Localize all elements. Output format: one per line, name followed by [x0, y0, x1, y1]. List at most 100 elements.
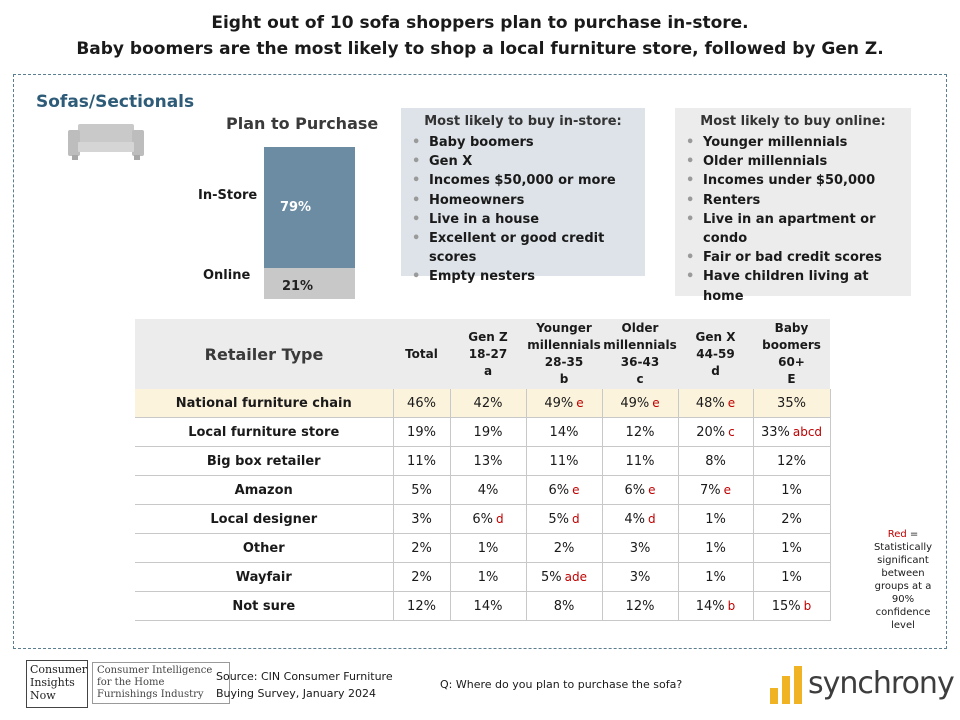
- cell-value: 14%: [695, 598, 725, 614]
- title-line-1: Eight out of 10 sofa shoppers plan to pu…: [211, 13, 749, 33]
- significance-letters: b: [727, 598, 736, 613]
- cell-value: 1%: [705, 569, 726, 585]
- table-row: Not sure 12% 14% 8% 12% 14% b 15% b: [135, 591, 831, 621]
- table-cell: 1%: [678, 562, 754, 592]
- table-cell: 46%: [393, 389, 451, 418]
- instore-item: Incomes $50,000 or more: [411, 171, 635, 190]
- cell-value: 12%: [407, 598, 436, 614]
- row-label: Not sure: [135, 591, 394, 621]
- cell-value: 2%: [553, 540, 575, 556]
- instore-item: Gen X: [411, 152, 635, 171]
- bar-label-online: Online: [203, 268, 251, 283]
- significance-letters: c: [728, 424, 735, 439]
- column-header: Total: [393, 319, 450, 389]
- column-header: Gen X 44-59 d: [678, 319, 753, 389]
- cell-value: 33%: [760, 424, 790, 440]
- cell-value: 8%: [553, 598, 575, 614]
- cell-value: 3%: [411, 511, 432, 527]
- row-label: National furniture chain: [135, 389, 394, 418]
- online-item: Live in an apartment or condo: [685, 210, 901, 248]
- cin-logo-line2: Insights: [30, 676, 75, 689]
- table-cell: 8%: [678, 446, 754, 476]
- bar-value-instore: 79%: [279, 200, 312, 215]
- cell-value: 6%: [624, 482, 646, 498]
- table-row: Wayfair 2% 1% 5% ade 3% 1% 1%: [135, 562, 831, 592]
- table-cell: 6% d: [450, 504, 527, 534]
- cell-value: 4%: [624, 511, 645, 527]
- note-text: Statistically significant between groups…: [873, 542, 933, 631]
- table-cell: 3%: [393, 504, 451, 534]
- bar-value-online: 21%: [281, 279, 314, 294]
- table-cell: 1%: [450, 562, 527, 592]
- cell-value: 1%: [781, 569, 802, 585]
- cell-value: 12%: [625, 424, 655, 440]
- cell-value: 5%: [411, 482, 432, 498]
- significance-letters: e: [572, 482, 580, 497]
- table-cell: 35%: [753, 389, 831, 418]
- cell-value: 3%: [629, 569, 651, 585]
- cell-value: 49%: [544, 395, 574, 411]
- instore-item: Live in a house: [411, 210, 635, 229]
- cell-value: 1%: [705, 540, 726, 556]
- row-label: Wayfair: [135, 562, 394, 592]
- online-item: Fair or bad credit scores: [685, 248, 901, 267]
- instore-item: Empty nesters: [411, 267, 635, 286]
- synchrony-logo-icon: [770, 666, 802, 704]
- significance-letters: e: [723, 482, 731, 497]
- cell-value: 2%: [781, 511, 802, 527]
- table-cell: 11%: [393, 446, 451, 476]
- online-item: Younger millennials: [685, 133, 901, 152]
- synchrony-wordmark: synchrony: [808, 666, 955, 701]
- online-box-title: Most likely to buy online:: [700, 114, 886, 129]
- table-cell: 2%: [526, 533, 603, 563]
- instore-item: Baby boomers: [411, 133, 635, 152]
- significance-letters: d: [496, 511, 504, 526]
- table-cell: 2%: [393, 533, 451, 563]
- table-cell: 1%: [678, 533, 754, 563]
- significance-letters: e: [576, 395, 584, 410]
- cell-value: 11%: [407, 453, 436, 469]
- cell-value: 6%: [472, 511, 493, 527]
- cin-logo-line3: Now: [30, 689, 56, 702]
- cell-value: 6%: [548, 482, 570, 498]
- source-line-1: Source: CIN Consumer Furniture: [216, 670, 393, 683]
- row-label: Local designer: [135, 504, 394, 534]
- table-cell: 1%: [753, 475, 831, 505]
- source-note: Source: CIN Consumer Furniture Buying Su…: [216, 668, 393, 702]
- retailer-table: Retailer Type Total Gen Z 18-27 a Younger mil…: [135, 319, 831, 621]
- table-cell: 1%: [678, 504, 754, 534]
- cell-value: 14%: [473, 598, 503, 614]
- online-item: Renters: [685, 191, 901, 210]
- cell-value: 8%: [705, 453, 726, 469]
- table-cell: 14% b: [678, 591, 754, 621]
- table-row: National furniture chain 46% 42% 49% e 49% e 48…: [135, 389, 831, 418]
- source-line-2: Buying Survey, January 2024: [216, 687, 376, 700]
- online-item: Have children living at home: [685, 267, 901, 305]
- significance-letters: e: [652, 395, 660, 410]
- table-cell: 6% e: [526, 475, 603, 505]
- table-cell: 5% ade: [526, 562, 603, 592]
- table-cell: 4%: [450, 475, 527, 505]
- table-cell: 49% e: [526, 389, 603, 418]
- table-cell: 14%: [450, 591, 527, 621]
- table-cell: 2%: [753, 504, 831, 534]
- instore-list: Baby boomersGen XIncomes $50,000 or more…: [411, 133, 635, 287]
- cell-value: 20%: [696, 424, 726, 440]
- table-cell: 13%: [450, 446, 527, 476]
- table-cell: 20% c: [678, 417, 754, 447]
- table-row: Local designer 3% 6% d 5% d 4% d 1% 2%: [135, 504, 831, 534]
- note-equals: =: [906, 529, 919, 540]
- table-body: National furniture chain 46% 42% 49% e 49% e 48…: [135, 389, 831, 621]
- cell-value: 2%: [411, 540, 432, 556]
- table-cell: 14%: [526, 417, 603, 447]
- cell-value: 1%: [477, 540, 499, 556]
- bar-label-instore: In-Store: [198, 188, 258, 203]
- table-row: Amazon 5% 4% 6% e 6% e 7% e 1%: [135, 475, 831, 505]
- table-cell: 2%: [393, 562, 451, 592]
- cell-value: 15%: [771, 598, 801, 614]
- table-cell: 19%: [393, 417, 451, 447]
- sofa-icon: [68, 124, 144, 160]
- significance-letters: e: [727, 395, 736, 410]
- table-cell: 5% d: [526, 504, 603, 534]
- instore-item: Excellent or good credit scores: [411, 229, 635, 267]
